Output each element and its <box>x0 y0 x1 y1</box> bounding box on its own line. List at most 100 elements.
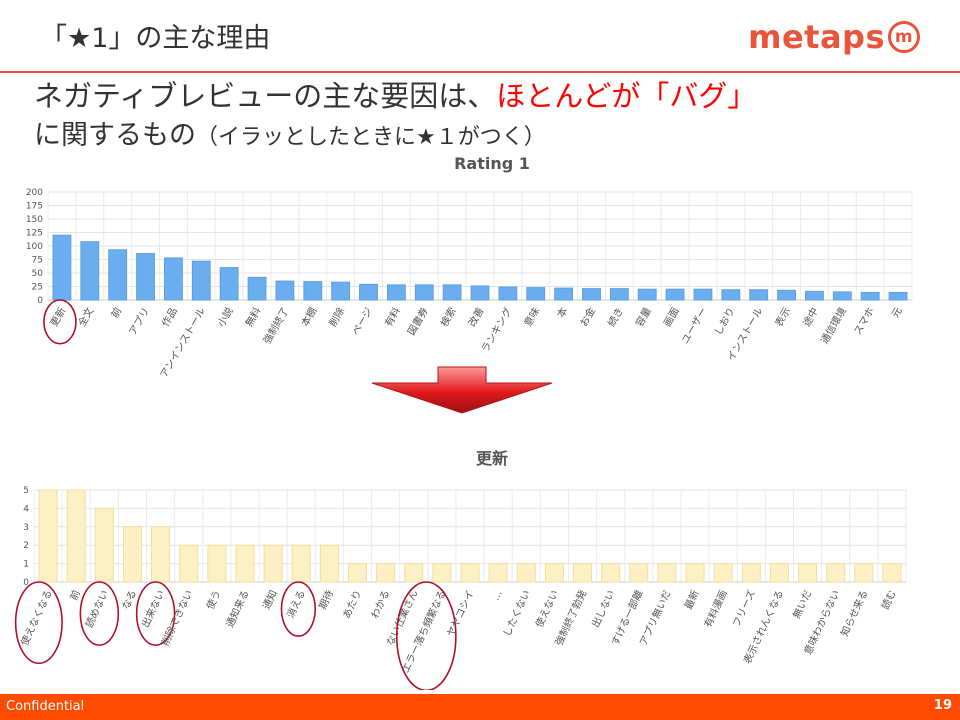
bar-通知 <box>263 544 283 583</box>
bar-消える <box>291 544 311 583</box>
highlight-circle <box>79 581 120 646</box>
y-tick-label: 150 <box>26 215 43 225</box>
category-label: 元 <box>890 306 905 320</box>
y-tick-label: 0 <box>37 296 43 306</box>
category-label: 更新 <box>47 305 68 329</box>
highlight-circle <box>280 581 317 637</box>
bar-続き <box>609 288 629 301</box>
highlight-circle <box>135 581 176 646</box>
category-label: 削除 <box>326 305 347 329</box>
y-tick-label: 3 <box>23 523 29 533</box>
highlight-circle <box>43 299 77 345</box>
bar-小説 <box>219 267 239 301</box>
category-label: 改善 <box>465 305 486 329</box>
bar-削除 <box>331 281 351 301</box>
bar-使えない <box>544 563 564 583</box>
bar-容量 <box>637 288 657 301</box>
bar-インストール <box>749 289 769 301</box>
page-number: 19 <box>933 698 952 713</box>
headline-note: （イラッとしたときに★１がつく） <box>196 125 546 150</box>
y-tick-label: 175 <box>26 202 43 212</box>
bar-画面 <box>665 288 685 301</box>
bar-強制終了勃発 <box>573 563 593 583</box>
bar-通知来る <box>235 544 255 583</box>
category-label: 続き <box>605 305 626 329</box>
y-tick-label: 4 <box>23 504 29 514</box>
metaps-logo: metaps m <box>748 18 920 56</box>
category-label: ユーザー <box>679 306 709 346</box>
category-label: 全文 <box>75 305 96 329</box>
category-label: 消える <box>284 588 308 620</box>
bar-途中 <box>805 290 824 301</box>
bar-フリーズ <box>741 563 761 583</box>
y-tick-label: 100 <box>26 242 43 252</box>
bar-… <box>488 563 508 583</box>
bar-なる <box>122 526 142 583</box>
headline-line-2-text: に関するもの <box>34 120 196 151</box>
category-label: 作品 <box>160 306 180 329</box>
bar-お金 <box>582 288 601 301</box>
category-label: 通知 <box>260 588 280 612</box>
category-label: 無いだ <box>790 588 814 621</box>
bar-作品 <box>164 257 183 301</box>
category-label: お金 <box>577 305 598 329</box>
bar-ヤヤコシイ <box>460 563 480 583</box>
category-label: 有料 <box>382 305 403 329</box>
bar-削除できない <box>179 544 199 583</box>
category-label: 無料 <box>242 305 263 329</box>
bar-更新 <box>52 234 72 301</box>
bar-全文 <box>80 241 100 301</box>
bar-本 <box>554 287 574 301</box>
bar-表示されんくなる <box>769 563 789 583</box>
chart-title: Rating 1 <box>454 154 530 173</box>
bar-アプリ無いだ <box>657 563 677 583</box>
y-tick-label: 0 <box>23 578 29 588</box>
bar-本棚 <box>303 281 323 301</box>
category-label: 最新 <box>682 588 702 612</box>
category-label: アプリ <box>127 306 152 338</box>
bar-ない仕業さん <box>404 563 424 583</box>
logo-text: metaps <box>748 18 885 56</box>
category-label: 前 <box>108 305 124 320</box>
category-label: 検索 <box>437 305 458 329</box>
category-label: 有料漫画 <box>701 588 730 630</box>
category-label: ヤヤコシイ <box>446 589 477 639</box>
category-label: しおり <box>712 306 737 338</box>
bar-無料 <box>247 276 267 301</box>
category-label: したくない <box>501 588 533 638</box>
category-label: 本 <box>554 305 570 320</box>
bar-強制終了 <box>275 280 295 301</box>
bar-元 <box>888 291 908 301</box>
y-tick-label: 50 <box>32 269 44 279</box>
confidential-label: Confidential <box>6 699 85 714</box>
category-label: 通信環境 <box>818 305 849 346</box>
bar-出しない <box>601 563 621 583</box>
category-label: 読む <box>878 588 898 612</box>
headline: ネガティブレビューの主な要因は、ほとんどが「バグ」 に関するもの（イラッとしたと… <box>34 76 756 158</box>
category-label: 画面 <box>662 306 682 329</box>
category-label: 強制終了 <box>260 305 291 346</box>
bar-意味わからない <box>826 563 846 583</box>
bar-わかる <box>376 563 396 583</box>
bar-図書券 <box>414 284 434 301</box>
category-label: 使えない <box>532 588 561 630</box>
y-tick-label: 200 <box>26 188 43 198</box>
category-label: ページ <box>351 306 375 337</box>
bar-検索 <box>442 284 462 301</box>
bar-ページ <box>359 283 378 301</box>
bar-前 <box>66 489 86 583</box>
bar-有料漫画 <box>713 563 733 583</box>
headline-line-2: に関するもの（イラッとしたときに★１がつく） <box>34 116 756 158</box>
category-label: … <box>491 589 505 603</box>
bar-通信環境 <box>832 291 852 301</box>
category-label: フリーズ <box>730 588 758 629</box>
logo-mark-icon: m <box>888 21 920 53</box>
category-label: 知らせ来る <box>838 588 871 639</box>
category-label: 期待 <box>316 588 336 612</box>
category-label: 小説 <box>215 305 236 329</box>
bar-表示 <box>777 289 796 301</box>
category-label: 図書券 <box>405 305 431 337</box>
category-label: 本棚 <box>298 305 319 329</box>
highlight-circle <box>14 581 63 665</box>
y-tick-label: 5 <box>23 486 29 496</box>
